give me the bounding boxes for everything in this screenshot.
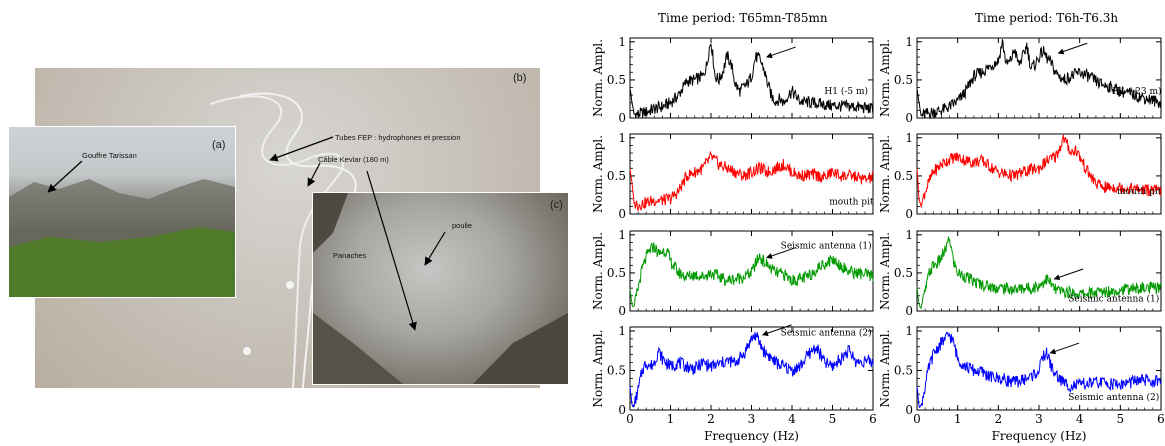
panel-r1-c1-series-label: mouth pit [1117, 187, 1162, 197]
panel-r0-c0-peak-arrow [766, 46, 796, 59]
panel-r0-c0-ylabel: Norm. Ampl. [591, 39, 605, 117]
panel-r3-c1-xtick-label: 6 [1157, 412, 1165, 426]
panel-r3-c1-series-label: Seismic antenna (2) [1068, 392, 1159, 403]
photo-c-terrain [313, 193, 568, 384]
photo-c-label: (c) [550, 199, 563, 211]
panel-r2-c0-peak-arrow [766, 247, 796, 259]
panel-r3-c0-xtick-label: 3 [748, 412, 756, 426]
panel-r3-c1-ytick-label: 0.5 [894, 363, 913, 377]
panel-r3-c0-xtick-label: 5 [829, 412, 837, 426]
panel-r1-c0-series-line [629, 150, 874, 212]
panel-r0-c1-ytick-label: 0.5 [894, 73, 913, 87]
panel-r1-c0-ytick-label: 0 [618, 207, 626, 221]
panel-r1-c1-series-line [916, 134, 1162, 209]
panel-r3-c0-xtick-label: 1 [667, 412, 675, 426]
panel-r0-c1-ytick-label: 1 [905, 35, 913, 49]
panel-r3-c1-ytick-label: 0 [905, 403, 913, 417]
arrow-gouffre [47, 160, 83, 193]
panel-r3-c1-series-line [916, 331, 1162, 408]
arrow-poulie [424, 231, 446, 266]
panel-r3-c1-ylabel: Norm. Ampl. [878, 330, 892, 408]
panel-r0-c1-ylabel: Norm. Ampl. [878, 39, 892, 117]
panel-r3-c1-xtick-label: 0 [913, 412, 921, 426]
panel-r2-c1-series-line [916, 236, 1162, 310]
panel-r3-c0-xtick-label: 2 [707, 412, 715, 426]
panel-r2-c0-ylabel: Norm. Ampl. [591, 232, 605, 310]
photo-a-terrain [9, 179, 235, 297]
panel-r0-c0-ytick-label: 1 [618, 35, 626, 49]
panel-r1-c1-ytick-label: 0 [905, 207, 913, 221]
panel-r0-c0-series-label: H1 (-5 m) [824, 86, 868, 97]
plot-column-title-right: Time period: T6h-T6.3h [975, 11, 1119, 25]
photo-b-annotation-tubes: Tubes FEP : hydrophones et pression [335, 133, 461, 142]
panel-r3-c0-series-line [629, 331, 874, 408]
panel-r1-c1-ytick-label: 0.5 [894, 169, 913, 183]
panel-r3-c0-ytick-label: 1 [618, 324, 626, 338]
panel-r1-c0-ylabel: Norm. Ampl. [591, 135, 605, 213]
panel-r3-c1-xtick-label: 3 [1035, 412, 1043, 426]
panel-r3-c0-series-label: Seismic antenna (2) [781, 327, 872, 338]
panel-r1-c0-ytick-label: 1 [618, 131, 626, 145]
panel-r3-c1-peak-arrow [1049, 342, 1080, 355]
panel-r0-c0-ytick-label: 0.5 [607, 73, 626, 87]
panel-r0-c1-series-line [916, 39, 1162, 119]
photo-c-annotation-panaches: Panaches [333, 251, 367, 260]
arrow-tubes [269, 136, 334, 162]
cable-lines [209, 92, 357, 388]
panel-r3-c0-xtick-label: 0 [626, 412, 634, 426]
panel-r3-c1-xlabel: Frequency (Hz) [992, 429, 1087, 443]
panel-r3-c1-xtick-label: 5 [1117, 412, 1125, 426]
photo-c: (c) Panaches poulie [312, 192, 569, 385]
photo-b-annotation-cable: Câble Kevlar (180 m) [318, 155, 389, 164]
panel-r0-c0-series-line [629, 43, 874, 119]
photo-a: (a) Gouffre Tarissan [8, 126, 236, 298]
panel-r3-c1-xtick-label: 2 [995, 412, 1003, 426]
panel-r3-c0-ytick-label: 0.5 [607, 363, 626, 377]
photo-a-annotation-gouffre: Gouffre Tarissan [82, 151, 137, 160]
panel-r2-c1-ytick-label: 1 [905, 228, 913, 242]
panel-r2-c1-ytick-label: 0 [905, 304, 913, 318]
panel-r1-c0-series-label: mouth pit [829, 197, 874, 207]
panel-r3-c0-xlabel: Frequency (Hz) [704, 429, 799, 443]
panel-r0-c1-series-label: H1 (-23 m) [1112, 86, 1161, 97]
panel-r0-c0-ytick-label: 0 [618, 111, 626, 125]
panel-r3-c0-xtick-label: 6 [869, 412, 877, 426]
panel-r3-c0-ylabel: Norm. Ampl. [591, 330, 605, 408]
panel-r1-c1-ylabel: Norm. Ampl. [878, 135, 892, 213]
photo-c-annotation-poulie: poulie [452, 221, 473, 230]
panel-r2-c0-ytick-label: 1 [618, 228, 626, 242]
panel-r3-c0-peak-arrow [762, 324, 792, 336]
photo-b-label: (b) [513, 72, 527, 84]
panel-r2-c1-ylabel: Norm. Ampl. [878, 232, 892, 310]
panel-r1-c0-ytick-label: 0.5 [607, 169, 626, 183]
panel-r3-c0-ytick-label: 0 [618, 403, 626, 417]
panel-r2-c1-peak-arrow [1053, 268, 1084, 281]
panel-r2-c1-ytick-label: 0.5 [894, 266, 913, 280]
plot-column-title-left: Time period: T65mn-T85mn [658, 11, 828, 25]
panel-r1-c1-ytick-label: 1 [905, 131, 913, 145]
arrow-cable-long [366, 170, 417, 331]
panel-r0-c1-ytick-label: 0 [905, 111, 913, 125]
panel-r3-c1-xtick-label: 1 [954, 412, 962, 426]
panel-r3-c1-xtick-label: 4 [1076, 412, 1084, 426]
panel-r2-c0-series-label: Seismic antenna (1) [781, 241, 872, 252]
panel-r0-c1-peak-arrow [1057, 42, 1088, 55]
panel-r3-c0-xtick-label: 4 [788, 412, 796, 426]
photo-a-label: (a) [212, 139, 226, 151]
arrow-cable [307, 162, 321, 187]
panel-r2-c0-series-line [629, 242, 874, 308]
panel-r3-c1-ytick-label: 1 [905, 324, 913, 338]
panel-r2-c0-ytick-label: 0 [618, 304, 626, 318]
panel-r2-c1-series-label: Seismic antenna (1) [1068, 293, 1159, 304]
panel-r2-c0-ytick-label: 0.5 [607, 266, 626, 280]
